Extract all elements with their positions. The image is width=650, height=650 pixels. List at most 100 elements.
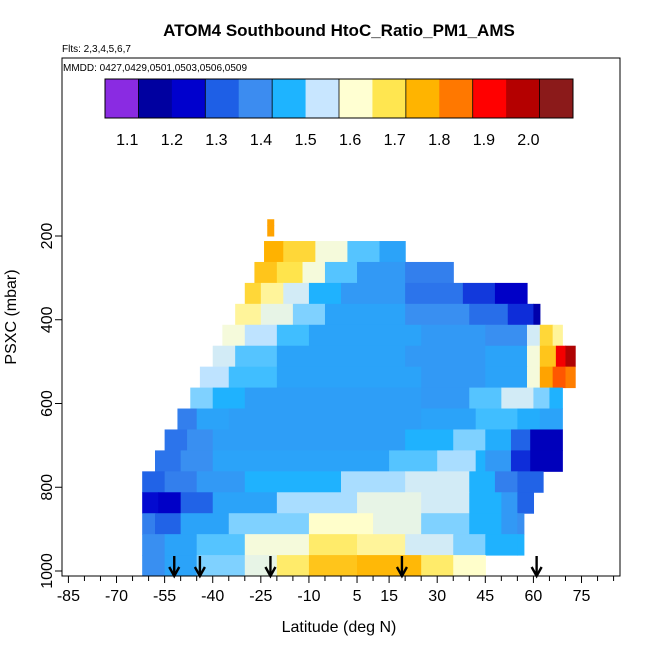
heatmap-cell: [469, 513, 502, 535]
colorbar-tick-label: 1.3: [205, 132, 227, 149]
heatmap-cell: [565, 345, 576, 368]
heatmap-cell: [190, 387, 214, 410]
heatmap-cell: [539, 408, 563, 430]
heatmap-cell: [244, 324, 278, 347]
heatmap-cell: [494, 282, 528, 305]
colorbar-swatch: [405, 79, 440, 118]
heatmap-cell: [527, 324, 541, 347]
heatmap-cell: [453, 534, 486, 556]
heatmap-cell: [527, 345, 541, 368]
heatmap-cell: [212, 492, 278, 514]
heatmap-cell: [276, 324, 310, 347]
colorbar-tick-label: 1.2: [161, 132, 183, 149]
heatmap-cell: [485, 366, 528, 389]
heatmap-cell: [212, 387, 246, 410]
heatmap-cell: [235, 303, 262, 326]
heatmap-cell: [244, 282, 262, 305]
colorbar-frame: [104, 78, 574, 119]
colorbar-swatch: [372, 79, 407, 118]
heatmap-cell: [199, 366, 230, 389]
heatmap-cell: [142, 471, 166, 493]
heatmap-cell: [517, 492, 535, 514]
x-tick-label: 45: [476, 588, 494, 605]
heatmap-cell: [555, 345, 567, 368]
heatmap-cell: [164, 534, 198, 556]
heatmap-cell: [164, 471, 198, 493]
heatmap-cell: [276, 555, 310, 577]
heatmap-cell: [196, 534, 246, 556]
heatmap-cell: [222, 324, 246, 347]
heatmap-cell: [283, 241, 316, 263]
heatmap-cell: [142, 534, 166, 556]
heatmap-cell: [485, 534, 518, 556]
colorbar-swatch: [171, 79, 206, 118]
heatmap-cell: [389, 450, 438, 472]
heatmap-cell: [180, 450, 214, 472]
heatmap-cell: [405, 261, 454, 284]
heatmap-cell: [485, 429, 512, 451]
heatmap-cell: [510, 450, 531, 472]
heatmap-cell: [475, 450, 486, 472]
x-tick-label: 75: [573, 588, 591, 605]
heatmap-cell: [235, 345, 278, 368]
colorbar-tick-label: 1.4: [250, 132, 272, 149]
heatmap-cell: [453, 555, 486, 577]
heatmap-cell: [308, 513, 374, 535]
heatmap-cell: [405, 345, 486, 368]
colorbar-swatch: [272, 79, 307, 118]
heatmap-cell: [155, 513, 182, 535]
heatmap-cell: [453, 429, 486, 451]
heatmap-cell: [324, 261, 358, 284]
heatmap-cell: [421, 387, 470, 410]
colorbar-swatch: [439, 79, 474, 118]
heatmap-cell: [405, 303, 470, 326]
colorbar-tick-label: 1.7: [384, 132, 406, 149]
y-axis-label: PSXC (mbar): [3, 269, 20, 364]
heatmap-cell: [462, 282, 496, 305]
y-tick-label: 800: [39, 474, 56, 501]
x-tick-label: 15: [380, 588, 398, 605]
heatmap-cell: [549, 387, 563, 410]
heatmap-cell: [308, 324, 422, 347]
heatmap-cell: [357, 492, 422, 514]
heatmap-cell: [405, 429, 454, 451]
heatmap-cell: [254, 261, 278, 284]
heatmap-cell: [308, 555, 358, 577]
heatmap-cell: [475, 408, 518, 430]
heatmap-cell: [539, 345, 557, 368]
heatmap-cell: [212, 450, 390, 472]
colorbar-swatch: [305, 79, 340, 118]
y-tick-label: 200: [39, 223, 56, 250]
heatmap-cell: [533, 303, 541, 326]
heatmap-cell: [494, 471, 518, 493]
heatmap-cell: [324, 303, 406, 326]
heatmap-cell: [315, 241, 349, 263]
heatmap-cell: [421, 408, 477, 430]
heatmap-cell: [228, 366, 278, 389]
flights-label: Flts: 2,3,4,5,6,7: [62, 44, 131, 55]
heatmap-cell: [164, 429, 188, 451]
heatmap-cell: [276, 345, 406, 368]
heatmap-cell: [347, 241, 381, 263]
x-tick-label: -70: [105, 588, 128, 605]
heatmap-cell: [485, 324, 528, 347]
heatmap-cell: [533, 387, 551, 410]
heatmap-cell: [142, 492, 159, 514]
x-axis: -85 -70 -55 -40 -25 -10 5 15 30 45 60 75: [57, 576, 615, 605]
colorbar-tick-label: 1.6: [339, 132, 361, 149]
heatmap-cell: [155, 450, 182, 472]
heatmap-cell: [308, 282, 342, 305]
heatmap-cell: [267, 225, 275, 237]
heatmap-cell: [276, 366, 422, 389]
heatmap-cell: [260, 303, 294, 326]
heatmap-cell: [357, 261, 406, 284]
x-tick-label: 30: [428, 588, 446, 605]
colorbar-swatch: [472, 79, 507, 118]
colorbar-swatch: [205, 79, 240, 118]
x-axis-label: Latitude (deg N): [282, 619, 397, 636]
colorbar-tick-labels: 1.1 1.2 1.3 1.4 1.5 1.6 1.7 1.8 1.9 2.0: [116, 132, 539, 149]
heatmap-cell: [485, 450, 512, 472]
heatmap-cell: [177, 408, 198, 430]
heatmap-cell: [469, 471, 496, 493]
